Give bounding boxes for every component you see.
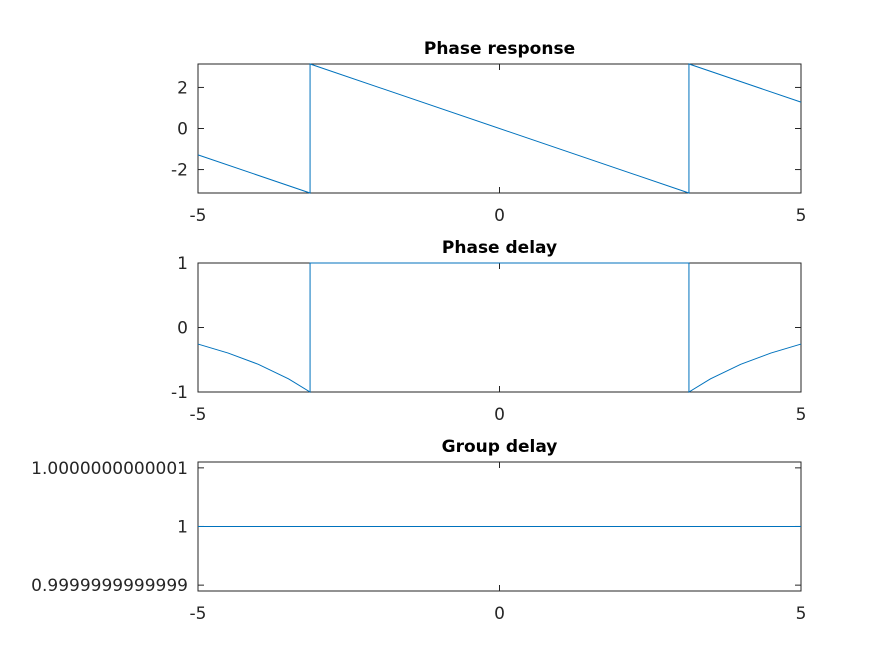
group-delay-ytick-label: 1 bbox=[177, 517, 188, 537]
group-delay-ytick-label: 1.0000000000001 bbox=[31, 459, 188, 479]
phase-delay-xtick-label: 5 bbox=[796, 405, 807, 425]
phase-delay-title: Phase delay bbox=[442, 238, 557, 258]
phase-delay-series-line bbox=[197, 262, 802, 393]
phase-delay-axes: Phase delay -5 0 5 -1 0 1 bbox=[171, 238, 806, 425]
phase-response-xtick-label: 5 bbox=[796, 206, 807, 226]
group-delay-axes: Group delay -5 0 5 0.9999999999999 1 1.0000000… bbox=[31, 437, 806, 624]
phase-response-series-line bbox=[197, 63, 802, 194]
phase-response-ytick-label: 0 bbox=[177, 120, 188, 140]
phase-response-axes: Phase response -5 0 5 -2 0 2 bbox=[171, 39, 806, 226]
group-delay-xtick-label: -5 bbox=[190, 604, 207, 624]
group-delay-xtick-label: 0 bbox=[494, 604, 505, 624]
group-delay-xtick-label: 5 bbox=[796, 604, 807, 624]
phase-response-xtick-label: 0 bbox=[494, 206, 505, 226]
phase-response-ytick-label: 2 bbox=[177, 78, 188, 98]
phase-delay-ytick-label: 0 bbox=[177, 319, 188, 339]
phase-response-ytick-label: -2 bbox=[171, 161, 188, 181]
group-delay-title: Group delay bbox=[442, 437, 558, 457]
group-delay-ytick-label: 0.9999999999999 bbox=[31, 576, 188, 596]
phase-delay-xtick-label: -5 bbox=[190, 405, 207, 425]
phase-response-title: Phase response bbox=[424, 39, 575, 59]
phase-response-xtick-label: -5 bbox=[190, 206, 207, 226]
phase-delay-ytick-label: -1 bbox=[171, 383, 188, 403]
phase-delay-xtick-label: 0 bbox=[494, 405, 505, 425]
phase-delay-plot-area bbox=[197, 262, 802, 393]
phase-delay-ytick-label: 1 bbox=[177, 254, 188, 274]
